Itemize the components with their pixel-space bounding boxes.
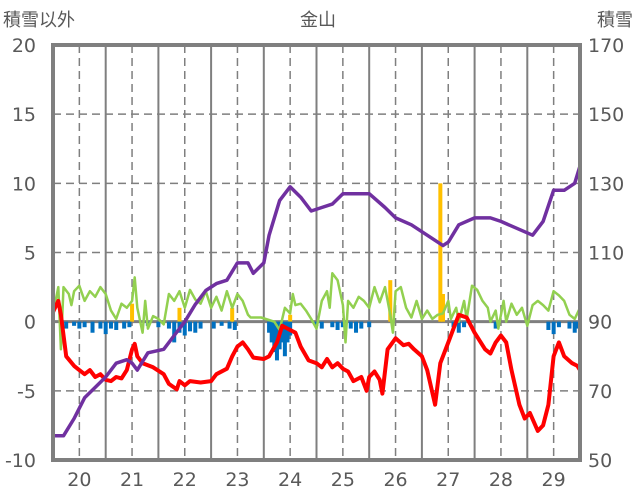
- blue-bar: [114, 321, 119, 330]
- blue-bar: [227, 321, 232, 329]
- blue-bar: [64, 321, 69, 329]
- blue-bar: [82, 321, 87, 328]
- blue-bar: [572, 321, 577, 333]
- blue-bar: [272, 321, 277, 353]
- right-tick-label: 150: [588, 104, 624, 126]
- blue-bar: [182, 321, 187, 336]
- right-axis-label: 積雪: [597, 10, 633, 31]
- x-tick-label: 26: [383, 469, 407, 491]
- blue-bar: [103, 321, 108, 335]
- bars: [64, 183, 580, 361]
- x-tick-label: 24: [278, 469, 302, 491]
- blue-bar: [219, 321, 224, 326]
- blue-bar: [269, 321, 274, 343]
- right-tick-label: 170: [588, 35, 624, 57]
- x-tick-label: 20: [67, 469, 91, 491]
- orange-bar: [438, 183, 443, 322]
- blue-bar: [575, 321, 580, 329]
- x-tick-label: 23: [225, 469, 249, 491]
- orange-bar: [388, 280, 393, 322]
- orange-bar: [288, 314, 293, 322]
- x-tick-label: 21: [120, 469, 144, 491]
- blue-bar: [267, 321, 272, 333]
- right-tick-label: 110: [588, 243, 624, 265]
- left-tick-label: -10: [5, 450, 36, 472]
- right-tick-label: 70: [588, 381, 612, 403]
- plot-frame: [51, 43, 582, 462]
- blue-bar: [354, 321, 359, 333]
- blue-bar: [282, 321, 287, 357]
- blue-bar: [72, 321, 77, 326]
- red-line: [51, 298, 582, 433]
- plot-border: [51, 43, 582, 462]
- left-tick-label: 0: [24, 312, 36, 334]
- blue-bar: [556, 321, 561, 328]
- left-tick-label: -5: [17, 381, 36, 403]
- blue-bar: [172, 321, 177, 343]
- blue-bar: [330, 321, 335, 328]
- blue-bar: [166, 321, 171, 329]
- left-tick-label: 20: [12, 35, 36, 57]
- blue-bar: [456, 321, 461, 333]
- chart-title: 金山: [300, 10, 336, 31]
- green-line: [51, 272, 582, 351]
- blue-bar: [551, 321, 556, 335]
- left-axis-label: 積雪以外: [3, 10, 75, 31]
- tick-labels: -10 -5 0 5 10 15 20 50 70 90 110 130 150 170 20 21 22 23 2…: [5, 35, 624, 491]
- orange-bar: [230, 307, 235, 322]
- blue-bar: [335, 321, 340, 330]
- left-tick-label: 15: [12, 104, 36, 126]
- orange-bar: [177, 307, 182, 322]
- blue-bar: [340, 321, 345, 328]
- blue-bar: [77, 321, 82, 329]
- blue-bar: [348, 321, 353, 329]
- blue-bar: [462, 321, 467, 328]
- blue-bar: [232, 321, 237, 330]
- grid: [52, 45, 580, 460]
- left-tick-label: 5: [24, 243, 36, 265]
- blue-bar: [98, 321, 103, 329]
- blue-bar: [546, 321, 551, 330]
- blue-bar: [367, 321, 372, 328]
- x-tick-label: 29: [542, 469, 566, 491]
- blue-bar: [493, 321, 498, 329]
- right-tick-label: 90: [588, 312, 612, 334]
- left-tick-label: 10: [12, 173, 36, 195]
- blue-bar: [211, 321, 216, 329]
- blue-bar: [156, 321, 161, 328]
- orange-bar: [440, 294, 445, 322]
- x-tick-label: 27: [436, 469, 460, 491]
- blue-bar: [108, 321, 113, 329]
- blue-bar: [122, 321, 127, 329]
- blue-bar: [90, 321, 95, 333]
- right-tick-label: 50: [588, 450, 612, 472]
- blue-bar: [193, 321, 198, 333]
- x-tick-label: 28: [489, 469, 513, 491]
- blue-bar: [319, 321, 324, 329]
- blue-bar: [567, 321, 572, 329]
- x-tick-label: 22: [173, 469, 197, 491]
- blue-bar: [285, 321, 290, 343]
- snow_depth-line: [53, 165, 582, 438]
- blue-bar: [198, 321, 203, 329]
- right-tick-label: 130: [588, 173, 624, 195]
- lines: [51, 165, 582, 438]
- x-tick-label: 25: [331, 469, 355, 491]
- blue-bar: [127, 321, 132, 328]
- orange-bar: [130, 303, 135, 322]
- blue-bar: [188, 321, 193, 332]
- blue-bar: [359, 321, 364, 329]
